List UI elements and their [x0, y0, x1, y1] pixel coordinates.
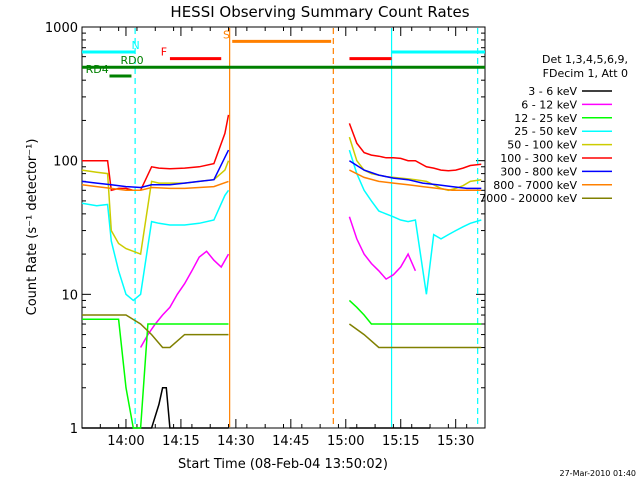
x-tick-label: 15:15	[382, 434, 419, 449]
x-tick-label: 14:00	[107, 434, 144, 449]
legend-label: 25 - 50 keV	[514, 125, 577, 138]
legend-header: Det 1,3,4,5,6,9,	[542, 53, 628, 66]
flag-label: RD0	[120, 54, 143, 67]
series-lines	[81, 114, 482, 429]
y-tick-label: 1000	[45, 21, 78, 36]
chart-title: HESSI Observing Summary Count Rates	[170, 3, 469, 21]
plot-frame	[81, 26, 486, 429]
series-line	[348, 123, 482, 172]
y-axis-label: Count Rate (s⁻¹ detector⁻¹)	[25, 139, 40, 316]
legend-label: 7000 - 20000 keV	[479, 192, 577, 205]
legend-label: 12 - 25 keV	[514, 112, 577, 125]
flag-label: RD4	[86, 63, 109, 76]
x-axis-label: Start Time (08-Feb-04 13:50:02)	[178, 457, 388, 472]
x-tick-label: 14:15	[162, 434, 199, 449]
vertical-markers	[134, 28, 479, 427]
axis-ticks: 14:00 14:15 14:30 14:45 15:00 15:15 15:30 1 10 10…	[45, 21, 486, 449]
series-line	[82, 314, 229, 349]
y-tick-label: 10	[61, 288, 78, 303]
x-tick-label: 15:30	[437, 434, 474, 449]
series-line	[81, 149, 230, 189]
x-tick-label: 15:00	[327, 434, 364, 449]
series-line	[82, 318, 229, 429]
flag-label: S	[223, 28, 230, 41]
series-line	[82, 114, 230, 192]
series-line	[82, 387, 229, 429]
legend-label: 6 - 12 keV	[521, 98, 577, 111]
y-tick-label: 100	[53, 155, 78, 170]
series-line	[348, 160, 482, 190]
series-line	[81, 160, 230, 256]
legend-label: 50 - 100 keV	[507, 139, 577, 152]
series-line	[139, 250, 230, 348]
legend-label: 300 - 800 keV	[500, 165, 577, 178]
x-tick-label: 14:30	[217, 434, 254, 449]
flag-label: F	[161, 46, 167, 59]
series-line	[348, 136, 482, 192]
y-tick-label: 1	[70, 422, 78, 437]
legend-label: 100 - 300 keV	[500, 152, 577, 165]
legend: Det 1,3,4,5,6,9,FDecim 1, Att 0 3 - 6 keV…	[479, 53, 628, 205]
series-line	[81, 180, 229, 192]
footer-date: 27-Mar-2010 01:40	[560, 469, 637, 478]
series-line	[81, 189, 230, 302]
series-line	[348, 149, 482, 295]
legend-header: FDecim 1, Att 0	[543, 67, 628, 80]
legend-label: 800 - 7000 keV	[493, 179, 577, 192]
series-line	[348, 323, 482, 349]
flag-label: N	[131, 39, 139, 52]
series-line	[348, 299, 482, 325]
x-tick-label: 14:45	[272, 434, 309, 449]
legend-label: 3 - 6 keV	[528, 85, 577, 98]
series-line	[349, 169, 482, 192]
series-line	[348, 216, 417, 281]
flag-bars: N F S RD0 RD4	[82, 28, 485, 78]
